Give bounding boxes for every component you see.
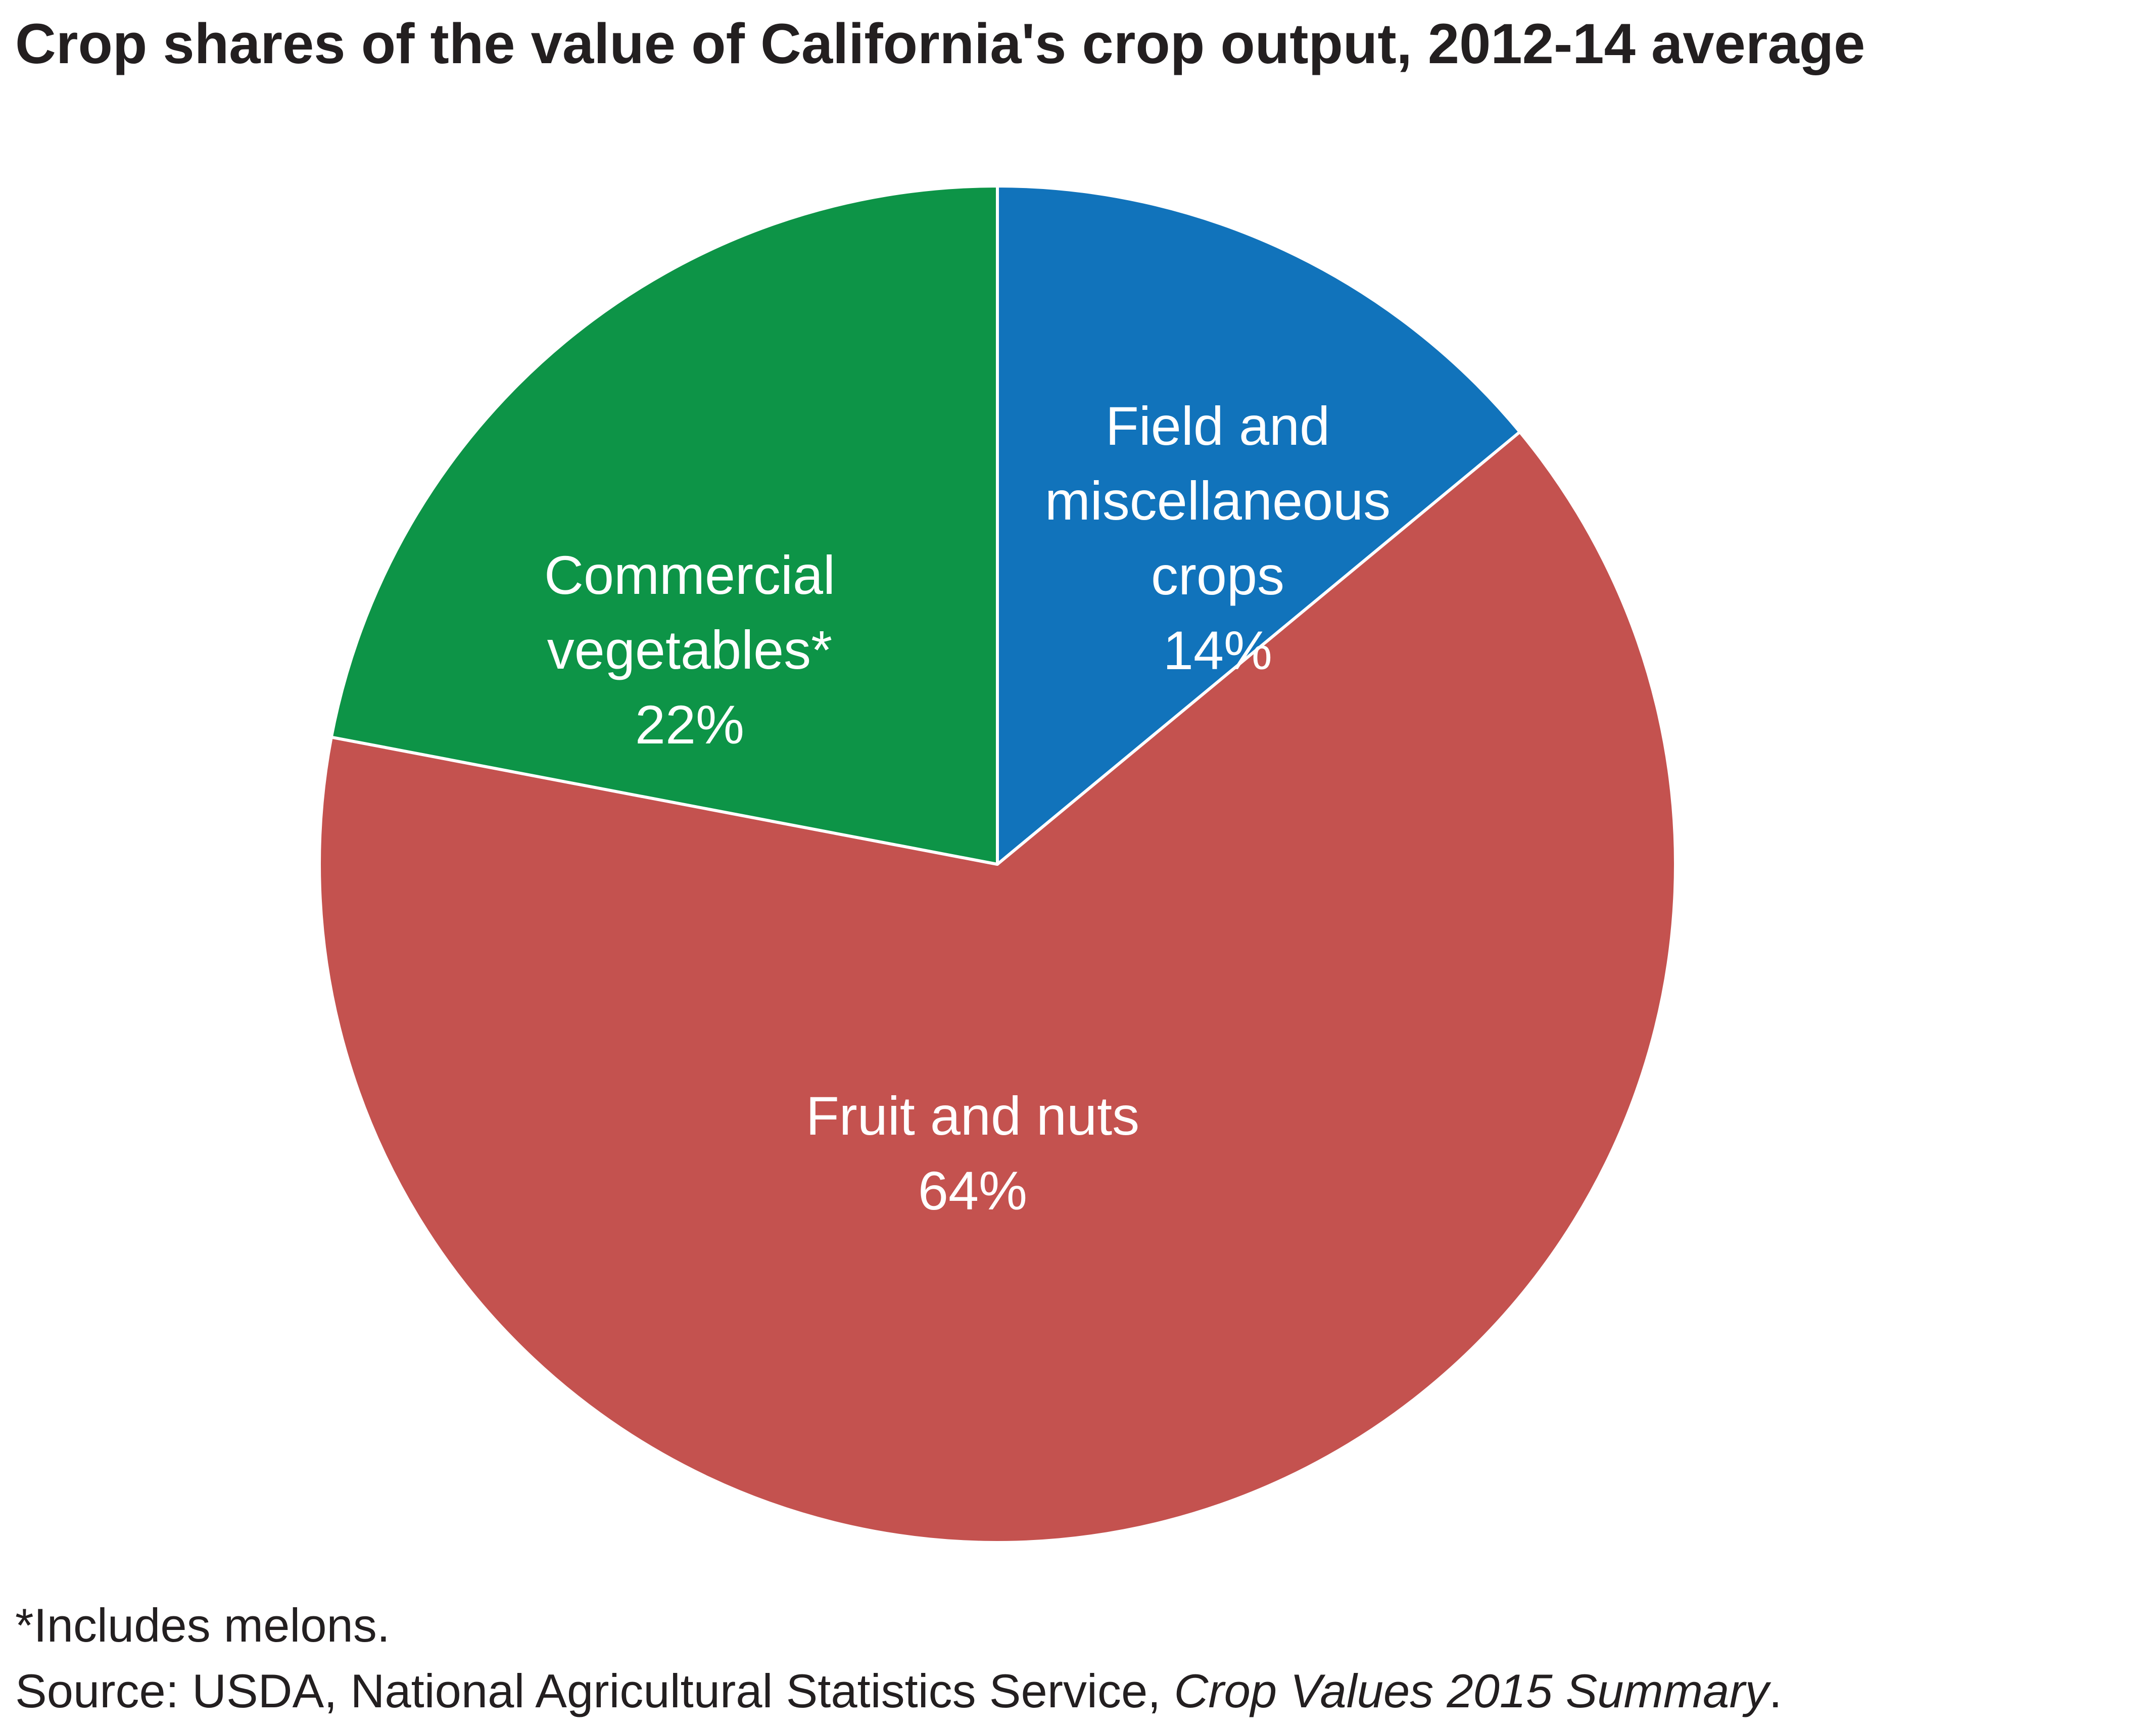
source-suffix: . xyxy=(1768,1664,1782,1717)
pie-slice-0 xyxy=(996,184,1522,866)
pie-slice-label-line: crops xyxy=(1151,545,1284,606)
pie-slice-2 xyxy=(329,184,999,866)
pie-slice-1 xyxy=(318,430,1677,1544)
chart-title: Crop shares of the value of California's… xyxy=(15,12,1865,75)
pie-slice-label-1: Fruit and nuts 64% xyxy=(806,1085,1139,1221)
pie-slices xyxy=(318,184,1677,1544)
pie-labels: Field and miscellaneous crops 14% Fruit and … xyxy=(544,395,1391,1221)
source-prefix: Source: USDA, National Agricultural Stat… xyxy=(15,1664,1174,1717)
source-note: Source: USDA, National Agricultural Stat… xyxy=(15,1663,1782,1720)
pie-slice-value-label: 14% xyxy=(1163,620,1272,681)
pie-slice-label-line: miscellaneous xyxy=(1045,470,1391,531)
pie-slice-label-2: Commercial vegetables* 22% xyxy=(544,544,835,755)
pie-slice-label-line: vegetables* xyxy=(547,619,832,680)
pie-slice-label-line: Fruit and nuts xyxy=(806,1085,1139,1146)
source-publication: Crop Values 2015 Summary xyxy=(1174,1664,1769,1717)
pie-slice-label-0: Field and miscellaneous crops 14% xyxy=(1045,395,1391,681)
pie-slice-value-label: 22% xyxy=(635,694,744,755)
pie-slice-value-label: 64% xyxy=(918,1160,1027,1221)
footnote: *Includes melons. xyxy=(15,1599,390,1652)
pie-slice-label-line: Commercial xyxy=(544,544,835,605)
pie-slice-label-line: Field and xyxy=(1106,395,1330,456)
